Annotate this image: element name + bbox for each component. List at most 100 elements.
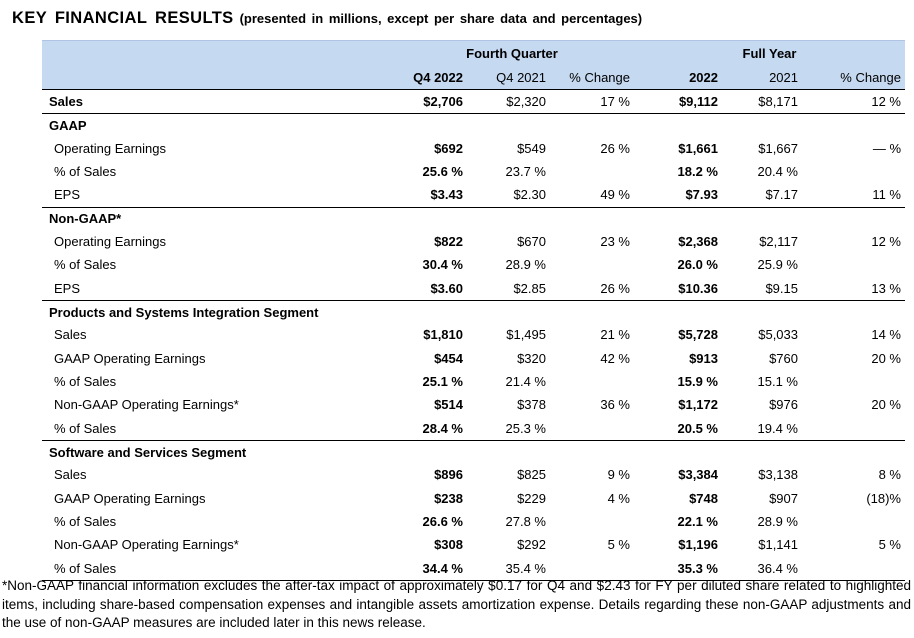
row-label: Non-GAAP Operating Earnings*	[54, 397, 239, 413]
cell-fy-2021: 25.9 %	[757, 257, 798, 273]
cell-q4-2022: 30.4 %	[422, 257, 463, 273]
cell-q4-2022: $3.60	[430, 280, 463, 296]
row-label: Operating Earnings	[54, 234, 167, 250]
cell-fy-2022: $5,728	[678, 327, 718, 343]
row-label: % of Sales	[54, 560, 117, 576]
table-row: EPS $3.60 $2.85 26 % $10.36 $9.15 13 %	[42, 277, 905, 300]
row-label: Sales	[54, 327, 87, 343]
cell-fy-change: 12 %	[871, 94, 901, 110]
table-body: Sales $2,706 $2,320 17 % $9,112 $8,171 1…	[42, 90, 905, 581]
table-row: Non-GAAP Operating Earnings* $514 $378 3…	[42, 393, 905, 416]
cell-q4-2022: $896	[434, 467, 463, 483]
cell-fy-2022: $913	[689, 350, 718, 366]
cell-q4-2021: $1,495	[506, 327, 546, 343]
cell-q4-change: 49 %	[600, 187, 630, 203]
cell-fy-2022: $748	[689, 490, 718, 506]
cell-fy-change: 8 %	[878, 467, 901, 483]
cell-q4-2022: 34.4 %	[422, 560, 463, 576]
header-group-row: Fourth Quarter Full Year	[42, 41, 905, 65]
cell-q4-2021: 23.7 %	[505, 164, 546, 180]
row-label: % of Sales	[54, 420, 117, 436]
row-label: % of Sales	[54, 514, 117, 530]
cell-fy-2021: $3,138	[758, 467, 798, 483]
cell-q4-2022: $1,810	[423, 327, 463, 343]
cell-fy-2021: $1,667	[758, 140, 798, 156]
cell-fy-change: 20 %	[871, 397, 901, 413]
table-row: % of Sales 26.6 % 27.8 % 22.1 % 28.9 %	[42, 510, 905, 533]
footnote: *Non-GAAP financial information excludes…	[2, 578, 911, 631]
cell-q4-2022: $308	[434, 537, 463, 553]
cell-fy-2021: 15.1 %	[757, 374, 798, 390]
cell-q4-2022: $454	[434, 350, 463, 366]
cell-q4-change: 26 %	[600, 140, 630, 156]
table-row: GAAP	[42, 113, 905, 136]
cell-q4-2021: 21.4 %	[505, 374, 546, 390]
cell-fy-2021: 19.4 %	[757, 420, 798, 436]
header-col-q4-2022: Q4 2022	[413, 69, 463, 85]
row-label: Sales	[49, 94, 83, 110]
cell-q4-change: 23 %	[600, 234, 630, 250]
cell-fy-2022: $1,196	[678, 537, 718, 553]
row-label: % of Sales	[54, 257, 117, 273]
cell-fy-change: 12 %	[871, 234, 901, 250]
cell-q4-change: 17 %	[600, 94, 630, 110]
cell-fy-2021: $2,117	[759, 234, 798, 250]
cell-fy-2022: 26.0 %	[677, 257, 718, 273]
cell-fy-2022: 20.5 %	[677, 420, 718, 436]
cell-fy-2022: 35.3 %	[677, 560, 718, 576]
cell-fy-2021: 36.4 %	[757, 560, 798, 576]
cell-q4-change: 21 %	[600, 327, 630, 343]
table-row: EPS $3.43 $2.30 49 % $7.93 $7.17 11 %	[42, 183, 905, 206]
cell-q4-2021: $2.85	[513, 280, 546, 296]
header-group-fourth-quarter: Fourth Quarter	[466, 45, 558, 61]
row-label: GAAP Operating Earnings	[54, 490, 206, 506]
title-main: KEY FINANCIAL RESULTS	[12, 9, 234, 27]
cell-fy-2022: $7.93	[685, 187, 718, 203]
cell-fy-change: 11 %	[872, 187, 901, 203]
row-label: GAAP	[49, 117, 87, 133]
cell-q4-2021: $670	[517, 234, 546, 250]
table-row: Sales $1,810 $1,495 21 % $5,728 $5,033 1…	[42, 323, 905, 346]
cell-fy-2022: 22.1 %	[677, 514, 718, 530]
cell-q4-2021: $320	[517, 350, 546, 366]
cell-q4-2021: $292	[517, 537, 546, 553]
cell-fy-change: 13 %	[871, 280, 901, 296]
row-label: Non-GAAP*	[49, 211, 122, 227]
cell-fy-2022: 18.2 %	[677, 164, 718, 180]
row-label: EPS	[54, 187, 81, 203]
cell-fy-2022: $9,112	[678, 94, 718, 110]
title-subtitle: (presented in millions, except per share…	[239, 11, 643, 26]
header-col-q4-2021: Q4 2021	[496, 69, 546, 85]
cell-q4-2022: 25.6 %	[422, 164, 463, 180]
cell-fy-2021: 20.4 %	[757, 164, 798, 180]
financial-results-table: Fourth Quarter Full Year Q4 2022 Q4 2021…	[42, 40, 905, 581]
cell-q4-2021: $2,320	[506, 94, 546, 110]
row-label: Sales	[54, 467, 87, 483]
table-row: Non-GAAP Operating Earnings* $308 $292 5…	[42, 533, 905, 556]
cell-fy-change: 20 %	[871, 350, 901, 366]
cell-q4-2022: 26.6 %	[422, 514, 463, 530]
cell-fy-2021: $5,033	[758, 327, 798, 343]
cell-fy-2021: $7.17	[765, 187, 798, 203]
cell-fy-2021: $8,171	[758, 94, 798, 110]
table-row: Sales $2,706 $2,320 17 % $9,112 $8,171 1…	[42, 90, 905, 113]
table-row: Non-GAAP*	[42, 206, 905, 230]
cell-fy-2021: $760	[769, 350, 798, 366]
cell-fy-2022: $2,368	[678, 234, 718, 250]
table-row: Operating Earnings $822 $670 23 % $2,368…	[42, 230, 905, 253]
cell-fy-2021: $907	[769, 490, 798, 506]
cell-q4-2022: 25.1 %	[422, 374, 463, 390]
row-label: Non-GAAP Operating Earnings*	[54, 537, 239, 553]
table-row: Products and Systems Integration Segment	[42, 299, 905, 323]
cell-q4-2021: $825	[517, 467, 546, 483]
cell-fy-2022: 15.9 %	[677, 374, 718, 390]
cell-q4-2022: $514	[434, 397, 463, 413]
row-label: Products and Systems Integration Segment	[49, 304, 319, 320]
cell-q4-2021: 28.9 %	[505, 257, 546, 273]
cell-q4-2021: 35.4 %	[505, 560, 546, 576]
header-col-fy-change: % Change	[840, 69, 901, 85]
cell-q4-2022: $2,706	[423, 94, 463, 110]
cell-q4-change: 5 %	[607, 537, 630, 553]
table-row: Operating Earnings $692 $549 26 % $1,661…	[42, 137, 905, 160]
cell-q4-change: 36 %	[600, 397, 630, 413]
